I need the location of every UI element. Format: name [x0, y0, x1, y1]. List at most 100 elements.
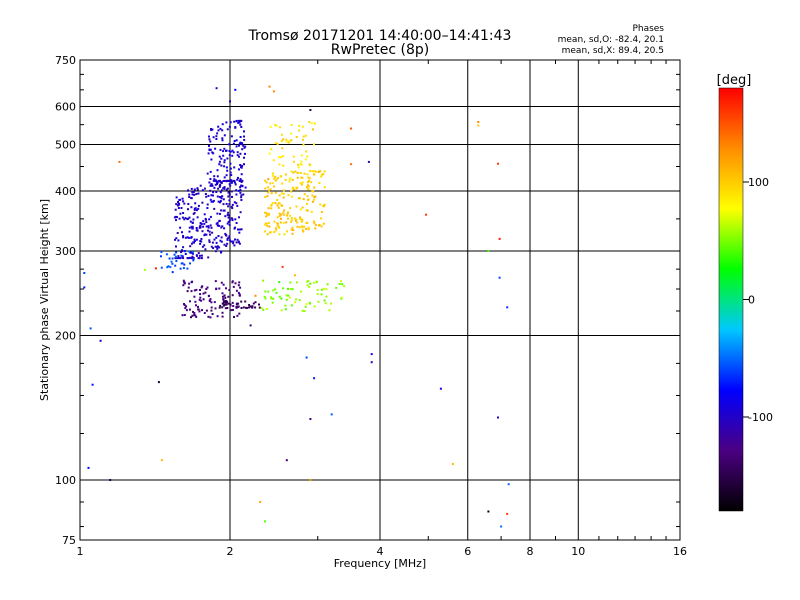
data-point [277, 177, 279, 179]
data-point [166, 253, 168, 255]
data-point [239, 294, 241, 296]
data-point [286, 141, 288, 143]
data-point [302, 181, 304, 183]
data-point [226, 166, 228, 168]
data-point [192, 311, 194, 313]
data-point [215, 191, 217, 193]
data-point [208, 239, 210, 241]
data-point [307, 280, 309, 282]
data-point [204, 233, 206, 235]
data-point [323, 205, 325, 207]
data-point [215, 135, 217, 137]
phases-x-line: mean, sd,X: 89.4, 20.5 [562, 46, 664, 56]
data-point [208, 182, 210, 184]
data-point [309, 170, 311, 172]
data-point [239, 164, 241, 166]
data-point [296, 281, 298, 283]
data-point [201, 309, 203, 311]
data-point [312, 128, 314, 130]
data-point [276, 199, 278, 201]
data-point [275, 192, 277, 194]
data-point [236, 222, 238, 224]
data-point [323, 288, 325, 290]
data-point [217, 196, 219, 198]
data-points [83, 86, 509, 528]
data-point [289, 282, 291, 284]
data-point [221, 129, 223, 131]
data-point [273, 186, 275, 188]
data-point [245, 307, 247, 309]
data-point [237, 239, 239, 241]
data-point [210, 216, 212, 218]
data-point [339, 283, 341, 285]
data-point [291, 229, 293, 231]
data-point [298, 125, 300, 127]
data-point [229, 183, 231, 185]
data-point [300, 163, 302, 165]
data-point [207, 173, 209, 175]
data-point [219, 307, 221, 309]
data-point [100, 340, 102, 342]
data-point [269, 153, 271, 155]
data-point [306, 156, 308, 158]
data-point [329, 309, 331, 311]
data-point [216, 223, 218, 225]
data-point [292, 171, 294, 173]
data-point [281, 183, 283, 185]
data-point [318, 224, 320, 226]
data-point [232, 309, 234, 311]
data-point [182, 200, 184, 202]
data-point [198, 205, 200, 207]
data-point [232, 302, 234, 304]
data-point [182, 262, 184, 264]
data-point [235, 202, 237, 204]
data-point [232, 242, 234, 244]
data-point [317, 301, 319, 303]
data-point [321, 293, 323, 295]
data-point [228, 217, 230, 219]
data-point [244, 153, 246, 155]
data-point [290, 288, 292, 290]
data-point [307, 184, 309, 186]
data-point [187, 190, 189, 192]
data-point [238, 168, 240, 170]
x-axis-label: Frequency [MHz] [334, 557, 426, 570]
data-point [425, 214, 427, 216]
data-point [220, 149, 222, 151]
data-point [291, 304, 293, 306]
data-point [221, 182, 223, 184]
data-point [230, 174, 232, 176]
data-point [292, 188, 294, 190]
data-point [290, 133, 292, 135]
data-point [225, 245, 227, 247]
data-point [303, 226, 305, 228]
data-point [207, 316, 209, 318]
data-point [221, 282, 223, 284]
data-point [210, 171, 212, 173]
phases-o-line: mean, sd,O: -82.4, 20.1 [558, 35, 664, 45]
data-point [220, 191, 222, 193]
data-point [270, 148, 272, 150]
data-point [269, 231, 271, 233]
data-point [222, 292, 224, 294]
data-point [310, 181, 312, 183]
data-point [198, 252, 200, 254]
data-point [210, 310, 212, 312]
data-point [198, 257, 200, 259]
data-point [324, 186, 326, 188]
data-point [221, 189, 223, 191]
colorbar-tick-label: -100 [748, 411, 773, 424]
data-point [222, 296, 224, 298]
data-point [158, 381, 160, 383]
data-point [282, 155, 284, 157]
data-point [306, 186, 308, 188]
data-point [236, 145, 238, 147]
data-point [499, 277, 501, 279]
data-point [285, 179, 287, 181]
data-point [229, 235, 231, 237]
data-point [187, 208, 189, 210]
data-point [199, 293, 201, 295]
data-point [233, 286, 235, 288]
data-point [222, 312, 224, 314]
data-point [204, 248, 206, 250]
